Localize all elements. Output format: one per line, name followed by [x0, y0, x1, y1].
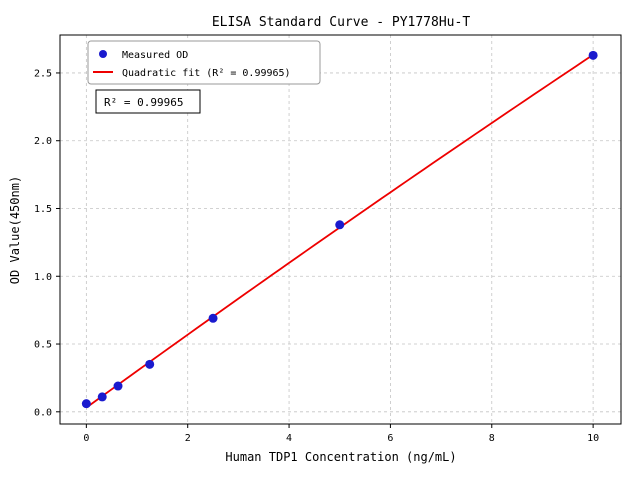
data-point: [208, 313, 218, 323]
legend-label-quadratic-fit: Quadratic fit (R² = 0.99965): [122, 68, 291, 79]
annotation-text: R² = 0.99965: [104, 96, 183, 109]
x-tick-label: 6: [387, 433, 393, 444]
x-tick-label: 0: [83, 433, 89, 444]
r-squared-annotation: R² = 0.99965: [95, 89, 201, 114]
data-point: [335, 220, 345, 230]
y-tick-label: 0.0: [34, 407, 52, 418]
y-tick-label: 1.0: [34, 272, 52, 283]
axis-ticks: 0 2 4 6 8 10 0.0 0.5 1.0 1.5 2.0 2.5: [34, 68, 599, 444]
plot-spines: [59, 34, 622, 425]
data-point: [145, 359, 155, 369]
x-tick-label: 4: [286, 433, 292, 444]
x-axis-label: Human TDP1 Concentration (ng/mL): [225, 450, 456, 464]
legend: Measured OD Quadratic fit (R² = 0.99965): [87, 40, 321, 85]
data-point: [97, 392, 107, 402]
chart-title: ELISA Standard Curve - PY1778Hu-T: [212, 15, 470, 30]
data-point: [113, 381, 123, 391]
measured-od-points: [81, 50, 598, 409]
y-tick-label: 0.5: [34, 340, 52, 351]
legend-label-measured-od: Measured OD: [122, 50, 188, 61]
y-tick-label: 1.5: [34, 204, 52, 215]
annotation-box: [95, 89, 201, 114]
x-tick-label: 8: [489, 433, 495, 444]
y-axis-label: OD Value(450nm): [8, 176, 22, 284]
y-tick-label: 2.0: [34, 136, 52, 147]
data-point: [81, 399, 91, 409]
x-tick-label: 10: [587, 433, 599, 444]
x-tick-label: 2: [185, 433, 191, 444]
y-tick-label: 2.5: [34, 68, 52, 79]
measured-od-marker-icon: [99, 50, 107, 58]
grid-lines: [60, 35, 621, 424]
data-point: [588, 50, 598, 60]
plot-border: [59, 34, 622, 425]
legend-box: [87, 40, 321, 85]
